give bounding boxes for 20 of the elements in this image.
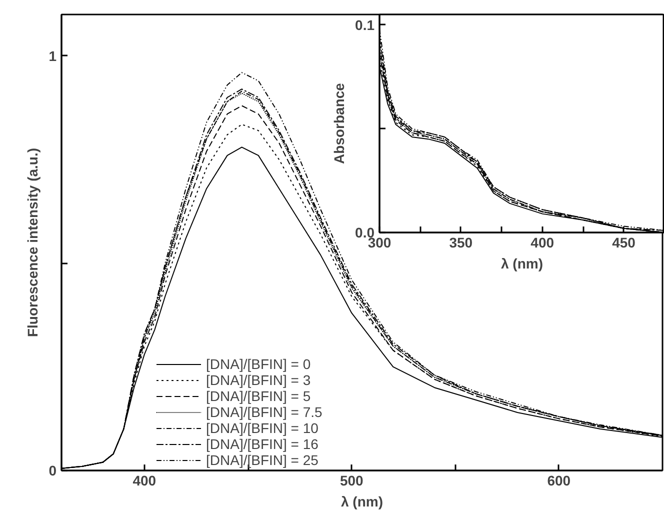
- legend-label: [DNA]/[BFIN] = 3: [206, 372, 311, 388]
- x-tick-label: 500: [340, 472, 364, 488]
- x-axis-title: λ (nm): [501, 256, 543, 272]
- y-tick-label: 0.1: [355, 16, 375, 33]
- x-tick-label: 350: [449, 234, 473, 250]
- legend-label: [DNA]/[BFIN] = 0: [206, 356, 311, 372]
- x-tick-label: 400: [530, 234, 554, 250]
- y-axis-title: Absorbance: [331, 82, 348, 164]
- y-tick-label: 1: [48, 48, 57, 64]
- legend-label: [DNA]/[BFIN] = 5: [206, 388, 311, 404]
- x-axis-title: λ (nm): [341, 494, 383, 510]
- legend-label: [DNA]/[BFIN] = 16: [206, 436, 318, 452]
- legend-label: [DNA]/[BFIN] = 25: [206, 452, 318, 468]
- x-tick-label: 450: [612, 234, 636, 250]
- legend-label: [DNA]/[BFIN] = 7.5: [206, 404, 322, 420]
- y-axis-title: Fluorescence intensity (a.u.): [24, 148, 41, 338]
- x-tick-label: 600: [547, 472, 571, 488]
- x-tick-label: 400: [132, 472, 156, 488]
- legend-label: [DNA]/[BFIN] = 10: [206, 420, 318, 436]
- y-tick-label: 0: [48, 462, 57, 478]
